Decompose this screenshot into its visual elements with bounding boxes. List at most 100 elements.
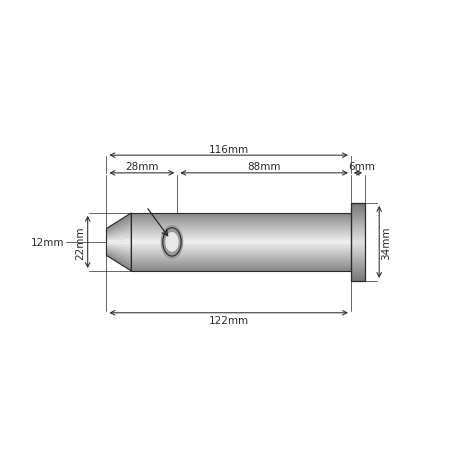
Bar bbox=[350, 243, 364, 244]
Bar bbox=[350, 221, 364, 222]
Bar bbox=[131, 213, 350, 271]
Bar bbox=[131, 236, 350, 237]
Bar bbox=[350, 203, 364, 205]
Bar bbox=[131, 268, 350, 269]
Text: 12mm: 12mm bbox=[30, 237, 64, 247]
Bar bbox=[131, 270, 350, 271]
Bar bbox=[350, 220, 364, 221]
Bar bbox=[350, 238, 364, 239]
Ellipse shape bbox=[166, 233, 178, 252]
Bar bbox=[350, 276, 364, 277]
Bar bbox=[350, 256, 364, 257]
Bar bbox=[350, 213, 364, 214]
Bar bbox=[350, 230, 364, 231]
Bar bbox=[350, 242, 364, 243]
Bar bbox=[350, 258, 364, 259]
Bar bbox=[350, 263, 364, 264]
Bar bbox=[350, 251, 364, 252]
Bar bbox=[350, 277, 364, 278]
Bar bbox=[350, 259, 364, 260]
Bar bbox=[131, 213, 350, 214]
Bar bbox=[131, 267, 350, 268]
Bar bbox=[350, 208, 364, 209]
Bar bbox=[350, 257, 364, 258]
Bar bbox=[131, 226, 350, 227]
Bar bbox=[350, 261, 364, 262]
Bar bbox=[131, 253, 350, 254]
Bar bbox=[350, 246, 364, 247]
Bar bbox=[350, 254, 364, 255]
Bar bbox=[350, 274, 364, 275]
Bar bbox=[350, 228, 364, 229]
Bar bbox=[131, 249, 350, 250]
Bar bbox=[350, 265, 364, 266]
Bar bbox=[350, 260, 364, 261]
Bar bbox=[350, 236, 364, 238]
Bar bbox=[350, 219, 364, 220]
Bar bbox=[350, 234, 364, 235]
Text: 28mm: 28mm bbox=[125, 162, 158, 172]
Bar bbox=[131, 256, 350, 257]
Bar bbox=[131, 240, 350, 241]
Bar bbox=[131, 255, 350, 256]
Bar bbox=[350, 212, 364, 213]
Bar bbox=[350, 227, 364, 228]
Bar bbox=[131, 222, 350, 223]
Bar bbox=[131, 250, 350, 251]
Bar bbox=[131, 216, 350, 217]
Text: 122mm: 122mm bbox=[208, 315, 248, 325]
Bar bbox=[350, 275, 364, 276]
Bar bbox=[131, 261, 350, 262]
Bar bbox=[131, 259, 350, 260]
Text: 22mm: 22mm bbox=[75, 226, 85, 259]
Bar bbox=[131, 218, 350, 219]
Bar bbox=[350, 269, 364, 271]
Bar bbox=[131, 243, 350, 244]
Bar bbox=[350, 250, 364, 251]
Bar bbox=[350, 217, 364, 218]
Bar bbox=[131, 269, 350, 270]
Bar bbox=[131, 245, 350, 246]
Bar bbox=[350, 207, 364, 208]
Bar bbox=[131, 228, 350, 229]
Bar bbox=[350, 252, 364, 253]
Bar bbox=[350, 278, 364, 280]
Bar bbox=[350, 231, 364, 232]
Text: 34mm: 34mm bbox=[381, 226, 391, 259]
Bar bbox=[350, 266, 364, 267]
Bar bbox=[350, 215, 364, 216]
Bar bbox=[350, 223, 364, 224]
Bar bbox=[350, 205, 364, 206]
Text: 6mm: 6mm bbox=[347, 162, 374, 172]
Bar bbox=[350, 203, 364, 281]
Bar bbox=[350, 247, 364, 248]
Bar bbox=[131, 233, 350, 234]
Bar bbox=[131, 238, 350, 239]
Bar bbox=[131, 229, 350, 230]
Bar bbox=[350, 235, 364, 236]
Bar bbox=[350, 222, 364, 223]
Bar bbox=[131, 235, 350, 236]
Bar bbox=[131, 221, 350, 222]
Bar bbox=[131, 232, 350, 233]
Text: 116mm: 116mm bbox=[208, 145, 248, 154]
Bar bbox=[131, 239, 350, 240]
Bar bbox=[350, 233, 364, 234]
Bar bbox=[131, 262, 350, 263]
Bar bbox=[131, 220, 350, 221]
Bar bbox=[350, 248, 364, 249]
Bar bbox=[350, 214, 364, 215]
Bar bbox=[131, 258, 350, 259]
Bar bbox=[350, 209, 364, 210]
Bar bbox=[350, 210, 364, 211]
Bar bbox=[131, 251, 350, 252]
Ellipse shape bbox=[161, 226, 182, 259]
Bar bbox=[131, 266, 350, 267]
Bar bbox=[350, 218, 364, 219]
Bar bbox=[350, 271, 364, 272]
Bar bbox=[131, 231, 350, 232]
Bar bbox=[350, 280, 364, 281]
Bar bbox=[350, 262, 364, 263]
Bar bbox=[131, 246, 350, 247]
Bar bbox=[131, 254, 350, 255]
